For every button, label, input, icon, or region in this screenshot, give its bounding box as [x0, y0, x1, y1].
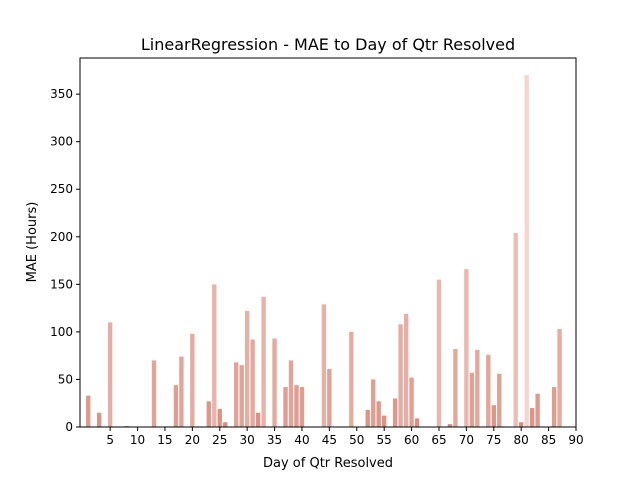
- y-tick-label: 50: [58, 372, 73, 386]
- bar: [469, 372, 475, 427]
- x-tick-label: 85: [541, 433, 556, 447]
- bar: [551, 387, 557, 427]
- bar: [414, 418, 420, 427]
- y-tick-label: 350: [50, 87, 73, 101]
- bar: [261, 296, 266, 427]
- bar: [234, 362, 239, 427]
- bar: [513, 232, 518, 427]
- x-tick-label: 15: [157, 433, 172, 447]
- bar: [376, 401, 381, 427]
- y-tick-label: 100: [50, 325, 73, 339]
- bar: [497, 373, 502, 427]
- x-tick-label: 5: [106, 433, 114, 447]
- x-axis: 5 10 15 20 25 30 35 40 45 50 55 60 65 70 75 80 85 90: [106, 427, 584, 447]
- y-tick-label: 250: [50, 182, 73, 196]
- chart-title: LinearRegression - MAE to Day of Qtr Res…: [141, 35, 515, 54]
- bar: [250, 339, 255, 427]
- bar: [486, 354, 491, 427]
- bar: [436, 279, 442, 427]
- bar: [86, 395, 91, 427]
- bar: [403, 313, 409, 427]
- x-tick-label: 35: [267, 433, 282, 447]
- bar: [223, 422, 228, 427]
- bar: [96, 412, 102, 427]
- bar: [365, 409, 370, 427]
- x-tick-label: 40: [294, 433, 309, 447]
- y-axis: 0 50 100 150 200 250 300 350: [50, 87, 80, 434]
- bar: [190, 333, 195, 427]
- bar: [212, 284, 217, 427]
- bar: [447, 424, 453, 427]
- bar: [294, 385, 299, 427]
- x-axis-label: Day of Qtr Resolved: [263, 456, 393, 471]
- bar: [179, 356, 184, 427]
- bar: [239, 365, 244, 427]
- x-tick-label: 90: [568, 433, 583, 447]
- bar: [244, 310, 250, 427]
- bar: [491, 405, 496, 427]
- bar: [409, 377, 414, 427]
- bar: [217, 408, 222, 427]
- bar: [272, 338, 277, 427]
- bar: [255, 412, 261, 427]
- x-tick-label: 45: [322, 433, 337, 447]
- x-tick-label: 55: [377, 433, 392, 447]
- bar: [151, 360, 157, 427]
- y-axis-label: MAE (Hours): [25, 202, 40, 283]
- x-tick-label: 80: [514, 433, 529, 447]
- bar: [453, 349, 458, 427]
- x-tick-label: 50: [349, 433, 364, 447]
- bar: [519, 422, 524, 427]
- x-tick-label: 75: [486, 433, 501, 447]
- bar: [392, 398, 398, 427]
- bar-series: [86, 75, 562, 428]
- y-tick-label: 150: [50, 277, 73, 291]
- bar: [288, 360, 294, 427]
- bar: [283, 387, 288, 427]
- bar: [206, 401, 211, 427]
- y-tick-label: 200: [50, 230, 73, 244]
- x-tick-label: 25: [212, 433, 227, 447]
- bar: [524, 75, 529, 428]
- bar: [398, 324, 403, 427]
- bar: [535, 393, 540, 427]
- bar: [299, 387, 305, 427]
- bar: [529, 407, 535, 427]
- x-tick-label: 20: [185, 433, 200, 447]
- bar: [464, 269, 469, 427]
- bar: [371, 379, 376, 427]
- x-tick-label: 60: [404, 433, 419, 447]
- bar: [173, 385, 179, 427]
- plot-frame: [79, 57, 577, 428]
- x-tick-label: 30: [240, 433, 255, 447]
- x-tick-label: 70: [459, 433, 474, 447]
- bar: [349, 331, 354, 427]
- bar: [381, 415, 387, 427]
- x-tick-label: 10: [130, 433, 145, 447]
- y-tick-label: 300: [50, 135, 73, 149]
- x-tick-label: 65: [431, 433, 446, 447]
- bar: [557, 329, 562, 427]
- bar: [327, 368, 332, 427]
- bar: [475, 349, 480, 427]
- bar: [321, 304, 327, 427]
- bar: [107, 322, 113, 427]
- y-tick-label: 0: [65, 420, 73, 434]
